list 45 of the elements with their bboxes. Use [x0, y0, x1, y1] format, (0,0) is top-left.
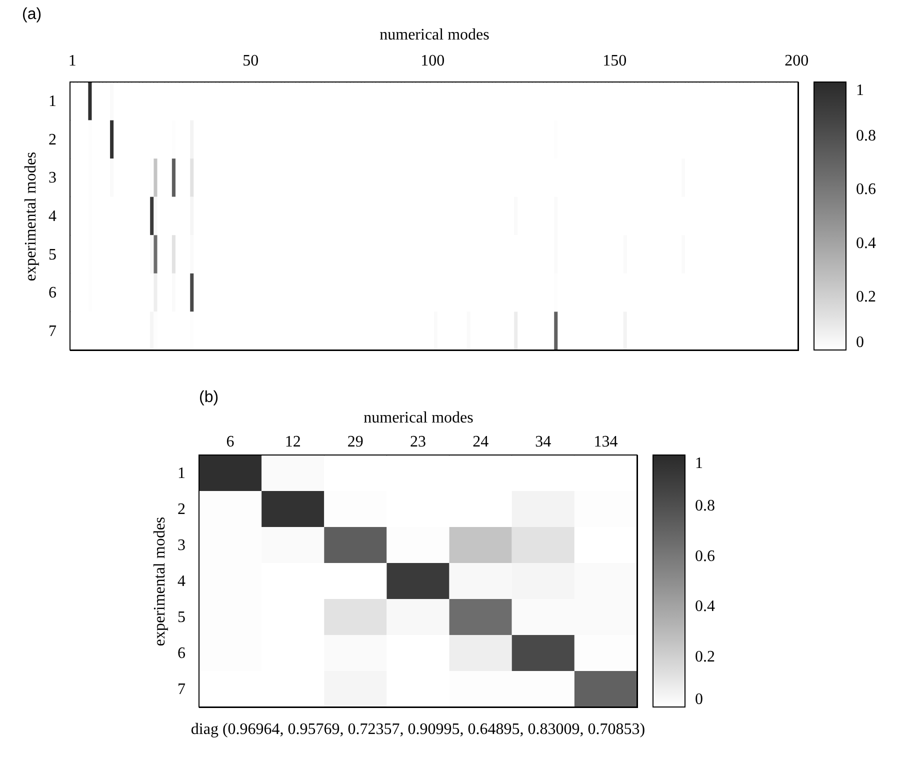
color-bar-label: 0.2 [856, 288, 876, 306]
y-tick-label: 7 [48, 322, 56, 340]
x-tick-label: 50 [242, 52, 259, 70]
color-bar-label: 1 [856, 82, 864, 99]
x-tick-label: 134 [594, 434, 618, 450]
y-tick-label: 2 [178, 501, 186, 518]
color-bar-label: 0.2 [695, 648, 715, 666]
x-tick-label: 34 [535, 434, 552, 450]
y-tick-label: 5 [48, 246, 56, 264]
color-bar-label: 0.8 [695, 497, 715, 514]
color-bar-label: 0 [695, 691, 703, 708]
x-tick-label: 6 [226, 434, 234, 450]
x-tick-label: 12 [284, 434, 301, 450]
y-tick-label: 2 [48, 131, 56, 148]
x-tick-label: 29 [347, 434, 364, 450]
chart-title: (b) [199, 389, 219, 406]
y-tick-label: 6 [48, 284, 56, 302]
color-bar-label: 1 [695, 455, 703, 472]
y-tick-label: 4 [48, 208, 56, 225]
y-tick-label: 3 [178, 537, 186, 554]
y-tick-label: 5 [178, 609, 186, 626]
y-tick-label: 7 [178, 681, 186, 698]
x-tick-label: 150 [602, 52, 627, 70]
text: diag (0.96964, 0.95769, 0.72357, 0.90995, 0.64895, 0.83009, 0.70853) [190, 721, 646, 738]
y-tick-label: 4 [178, 573, 186, 590]
y-axis-title: experimental modes [22, 152, 40, 282]
x-axis-title: numerical modes [364, 410, 474, 426]
y-tick-label: 1 [178, 465, 186, 482]
color-bar-label: 0.8 [856, 128, 876, 145]
x-tick-label: 200 [784, 52, 809, 70]
y-tick-label: 6 [178, 645, 186, 662]
y-tick-label: 1 [48, 93, 56, 110]
y-axis-title: experimental modes [152, 516, 168, 646]
y-tick-label: 3 [48, 170, 56, 187]
color-bar-label: 0 [856, 334, 864, 351]
x-tick-label: 24 [472, 434, 489, 450]
x-tick-label: 23 [410, 434, 426, 450]
color-bar-label: 0.6 [856, 181, 876, 198]
chart-title: (a) [22, 6, 42, 23]
x-tick-label: 100 [420, 52, 445, 70]
x-tick-label: 1 [68, 52, 76, 70]
x-axis-title: numerical modes [380, 26, 490, 44]
color-bar-label: 0.6 [695, 548, 715, 565]
color-bar-label: 0.4 [856, 234, 876, 252]
color-bar-label: 0.4 [695, 598, 715, 616]
